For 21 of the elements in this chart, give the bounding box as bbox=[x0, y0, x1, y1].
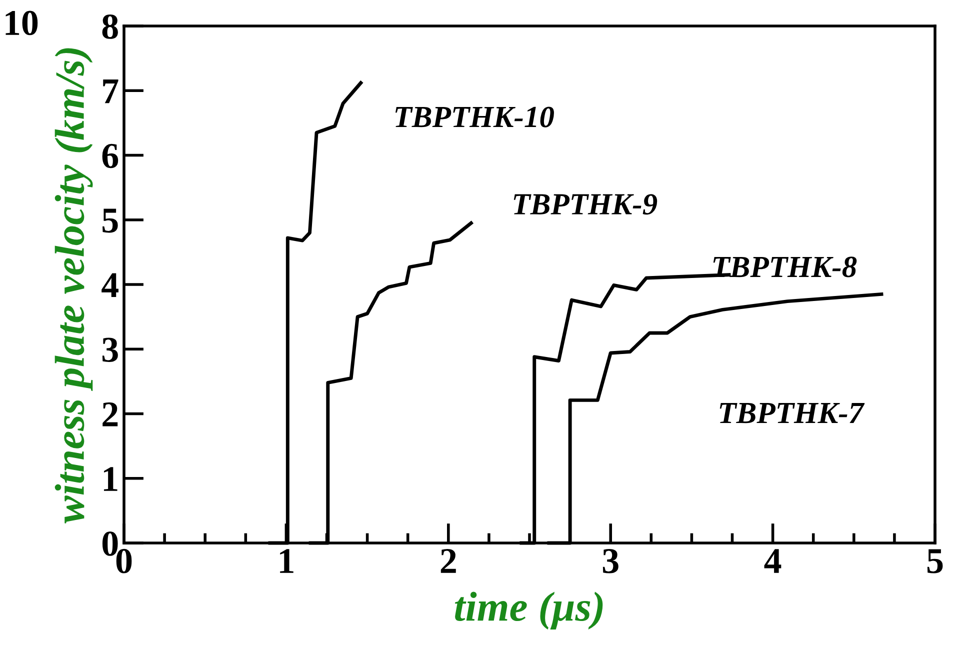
y-tick-label: 2 bbox=[102, 402, 118, 426]
y-tick-label: 7 bbox=[103, 80, 118, 104]
y-tick-label: 5 bbox=[102, 208, 118, 233]
x-tick-label: 2 bbox=[440, 549, 456, 573]
y-axis-title: witness plate velocity (km/s) bbox=[54, 48, 93, 524]
y-tick-label: 1 bbox=[104, 467, 118, 491]
y-tick-label: 4 bbox=[102, 273, 118, 298]
x-axis-title: time (μs) bbox=[454, 592, 603, 630]
text: TBPTHK-7 bbox=[720, 403, 865, 424]
x-tick-label: 3 bbox=[602, 549, 618, 574]
text: 10 bbox=[6, 10, 38, 36]
x-tick-label: 4 bbox=[764, 549, 782, 573]
y-tick-label: 3 bbox=[102, 338, 118, 362]
y-tick-label: 6 bbox=[102, 144, 118, 168]
series-label: TBPTHK-10 bbox=[395, 106, 554, 128]
y-tick-label: 0 bbox=[102, 532, 118, 556]
y-tick-label: 8 bbox=[102, 14, 118, 39]
series-label: TBPTHK-9 bbox=[514, 194, 658, 215]
series-label: TBPTHK-8 bbox=[713, 256, 857, 278]
x-tick-label: 5 bbox=[927, 549, 943, 574]
x-tick-label: 1 bbox=[280, 549, 294, 573]
